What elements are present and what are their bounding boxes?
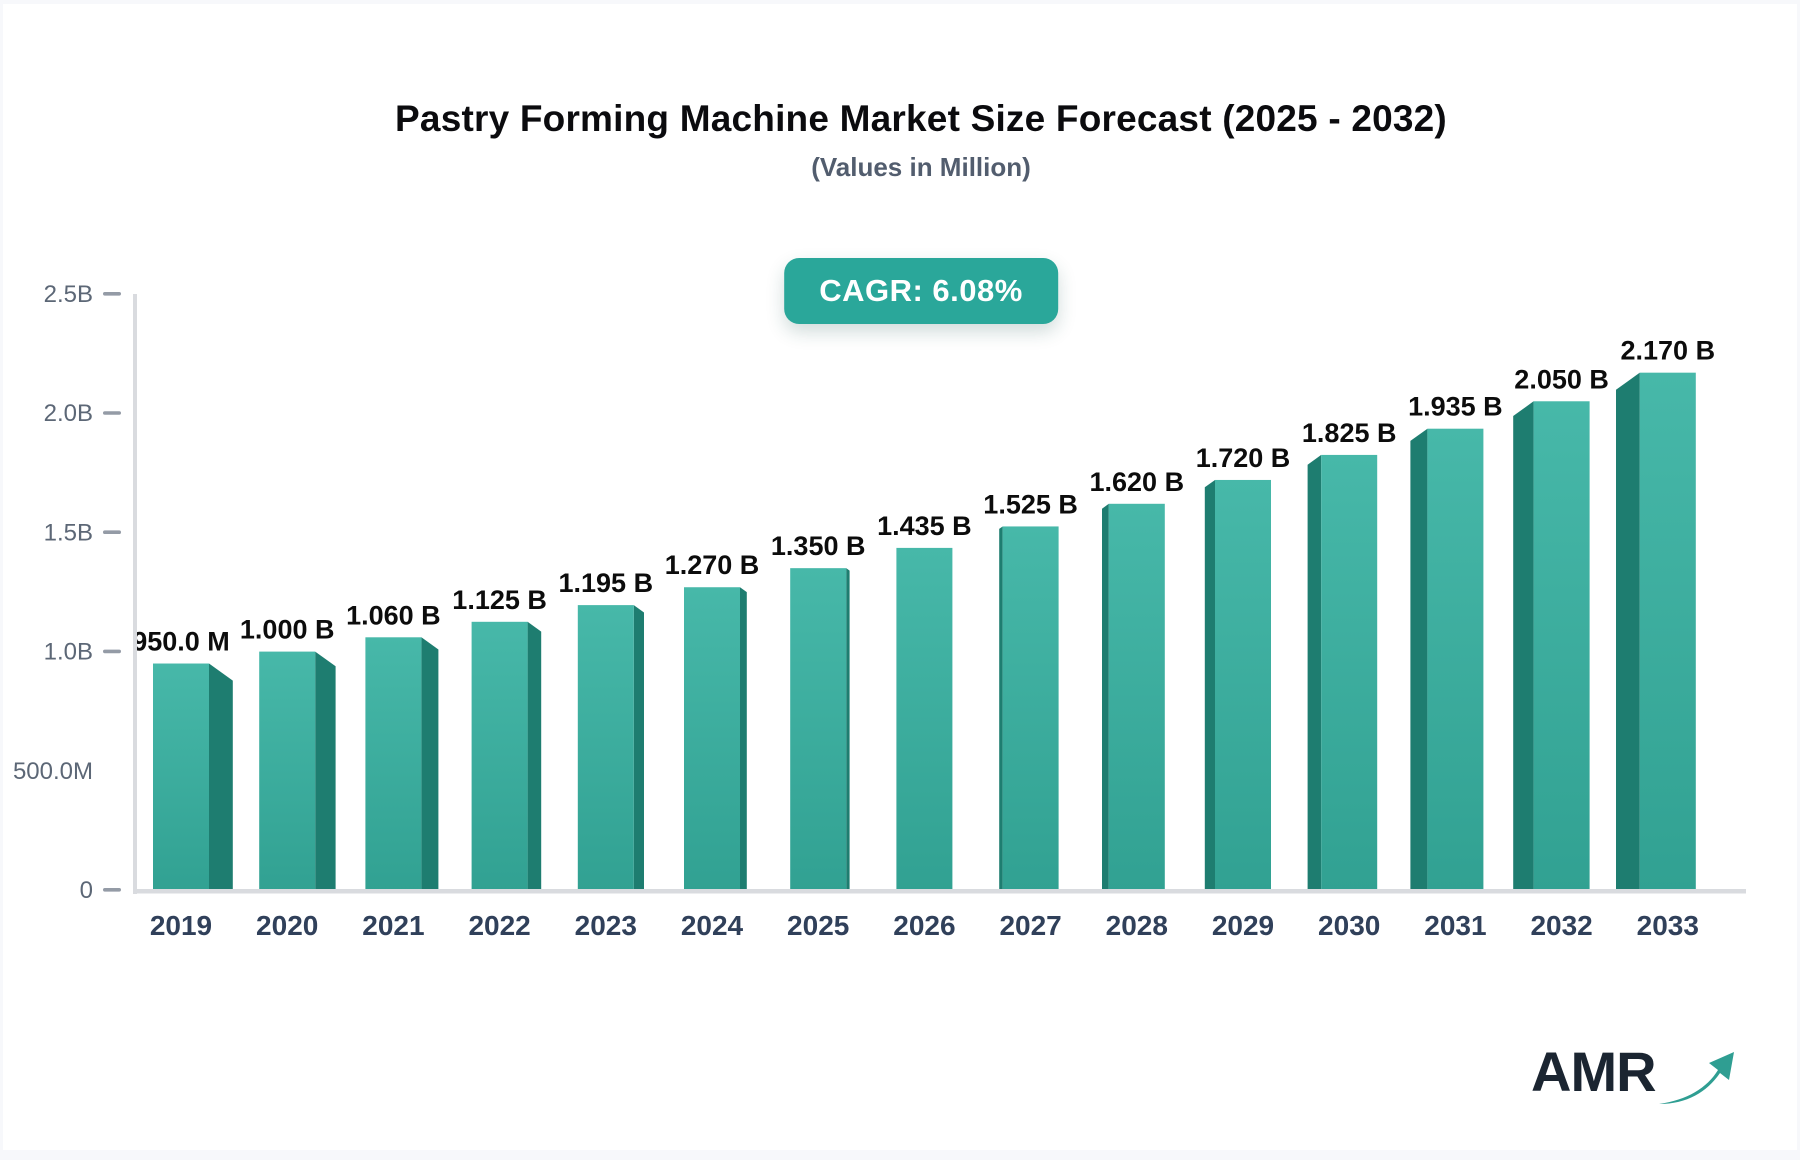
bar-2026 <box>896 547 953 892</box>
bar-value-label-2030: 1.825 B <box>1302 418 1397 448</box>
x-tick-label-2029: 2029 <box>1212 910 1274 941</box>
x-tick-label-2020: 2020 <box>256 910 318 941</box>
bar-value-label-2022: 1.125 B <box>452 585 547 615</box>
amr-logo-text: AMR <box>1531 1040 1657 1103</box>
bar-side-2023 <box>633 605 644 890</box>
bar-value-label-2024: 1.270 B <box>665 550 760 580</box>
bar-side-2033 <box>1616 372 1640 890</box>
bar-side-2021 <box>421 637 439 890</box>
x-tick-label-2032: 2032 <box>1530 910 1592 941</box>
bar-2023 <box>577 605 634 892</box>
bar-2032 <box>1533 401 1590 892</box>
bar-value-label-2032: 2.050 B <box>1514 364 1609 394</box>
y-tick-label: 500.0M <box>13 758 93 785</box>
bar-value-label-2020: 1.000 B <box>240 615 335 645</box>
bar-value-label-2029: 1.720 B <box>1196 443 1291 473</box>
bar-side-2032 <box>1513 401 1534 890</box>
y-axis-line <box>133 294 137 894</box>
y-axis-tick <box>103 530 121 534</box>
bar-value-label-2033: 2.170 B <box>1621 336 1716 366</box>
x-axis-line <box>133 889 1746 894</box>
bar-side-2031 <box>1410 428 1428 890</box>
y-axis-tick <box>103 411 121 415</box>
bar-side-2019 <box>209 663 233 890</box>
y-tick-label: 2.0B <box>44 400 93 427</box>
bar-side-2025 <box>846 568 850 890</box>
y-tick-label: 0 <box>80 877 93 904</box>
y-axis-tick <box>103 888 121 892</box>
y-axis-tick <box>103 649 121 654</box>
bar-value-label-2023: 1.195 B <box>559 568 654 598</box>
bar-2021 <box>365 637 422 892</box>
bar-2025 <box>790 568 847 892</box>
y-tick-label: 1.0B <box>44 639 93 666</box>
bar-side-2028 <box>1102 503 1109 890</box>
x-tick-label-2026: 2026 <box>893 910 955 941</box>
bar-2030 <box>1321 454 1378 892</box>
chart-title: Pastry Forming Machine Market Size Forec… <box>395 98 1447 139</box>
bar-2031 <box>1427 428 1484 892</box>
bar-2020 <box>259 651 316 892</box>
bar-side-2024 <box>740 587 747 890</box>
bar-value-label-2031: 1.935 B <box>1408 392 1503 422</box>
x-tick-label-2024: 2024 <box>681 910 744 941</box>
bar-value-label-2025: 1.350 B <box>771 531 866 561</box>
bar-2027 <box>1002 526 1059 892</box>
bar-side-2030 <box>1307 454 1322 890</box>
bar-2033 <box>1639 372 1696 892</box>
bar-2022 <box>471 621 528 892</box>
bar-2019 <box>153 663 209 892</box>
bar-value-label-2028: 1.620 B <box>1090 467 1185 497</box>
y-tick-label: 2.5B <box>44 281 93 308</box>
y-axis-tick <box>103 292 121 296</box>
bar-chart: 2.5B 2.0B 1.5B 1.0B 500.0M 0 950.0 M 2019 1.000 … <box>13 281 1746 941</box>
bar-2028 <box>1108 503 1165 892</box>
growth-arrow-icon <box>1659 1052 1734 1104</box>
bar-side-2020 <box>315 651 336 890</box>
x-tick-label-2028: 2028 <box>1106 910 1168 941</box>
bar-side-2029 <box>1204 479 1215 890</box>
x-tick-label-2031: 2031 <box>1424 910 1486 941</box>
cagr-badge: CAGR: 6.08% <box>784 258 1058 324</box>
cagr-text: CAGR: 6.08% <box>819 273 1023 308</box>
x-tick-label-2025: 2025 <box>787 910 849 941</box>
x-tick-label-2023: 2023 <box>575 910 637 941</box>
bar-side-2022 <box>527 621 542 890</box>
chart-subtitle: (Values in Million) <box>811 152 1031 182</box>
bar-value-label-2021: 1.060 B <box>346 600 441 630</box>
x-tick-label-2021: 2021 <box>362 910 424 941</box>
x-tick-label-2022: 2022 <box>468 910 530 941</box>
y-tick-label: 1.5B <box>44 519 93 546</box>
x-tick-label-2033: 2033 <box>1637 910 1699 941</box>
bar-value-label-2027: 1.525 B <box>983 489 1078 519</box>
bar-value-label-2019: 950.0 M <box>132 627 230 657</box>
bar-value-label-2026: 1.435 B <box>877 511 972 541</box>
bar-2029 <box>1215 479 1271 892</box>
amr-logo: AMR <box>1531 1032 1741 1122</box>
x-tick-label-2019: 2019 <box>150 910 212 941</box>
x-tick-label-2027: 2027 <box>999 910 1061 941</box>
bar-2024 <box>684 587 740 892</box>
chart-card: Pastry Forming Machine Market Size Forec… <box>3 4 1797 1150</box>
bar-side-2027 <box>999 526 1003 890</box>
x-tick-label-2030: 2030 <box>1318 910 1380 941</box>
